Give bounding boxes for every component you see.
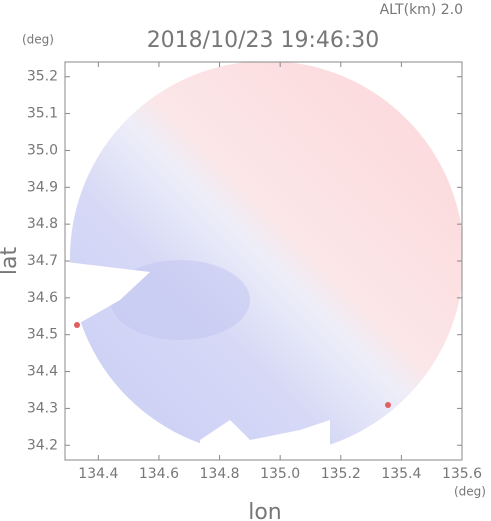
y-axis-label: lat	[0, 247, 22, 276]
y-tick-label: 34.9	[27, 179, 58, 195]
x-tick-label: 134.8	[200, 466, 240, 482]
radar-patch	[110, 260, 250, 340]
x-tick-label: 135.4	[381, 466, 421, 482]
y-tick-label: 34.5	[27, 327, 58, 343]
y-tick-label: 34.7	[27, 253, 58, 269]
x-tick-label: 134.6	[139, 466, 179, 482]
radar-gap	[200, 420, 330, 460]
radar-echo	[385, 402, 391, 408]
y-tick-label: 35.0	[27, 142, 58, 158]
y-tick-label: 34.2	[27, 437, 58, 453]
x-axis-label: lon	[248, 500, 282, 521]
y-tick-label: 34.8	[27, 216, 58, 232]
y-unit: (deg)	[22, 33, 54, 47]
radar-echo	[74, 322, 80, 328]
x-tick-label: 134.4	[78, 466, 118, 482]
chart-title: 2018/10/23 19:46:30	[147, 28, 380, 53]
y-tick-label: 34.3	[27, 400, 58, 416]
x-unit: (deg)	[454, 485, 486, 499]
x-tick-label: 135.2	[321, 466, 361, 482]
y-tick-label: 34.6	[27, 290, 58, 306]
y-tick-label: 35.1	[27, 106, 58, 122]
radar-field	[66, 62, 462, 460]
radar-gap	[66, 262, 150, 330]
subtitle: ALT(km) 2.0	[380, 2, 463, 18]
x-tick-label: 135.6	[442, 466, 482, 482]
radar-disk	[70, 62, 462, 455]
x-tick-label: 135.0	[260, 466, 300, 482]
y-tick-label: 35.2	[27, 69, 58, 85]
y-tick-label: 34.4	[27, 364, 58, 380]
